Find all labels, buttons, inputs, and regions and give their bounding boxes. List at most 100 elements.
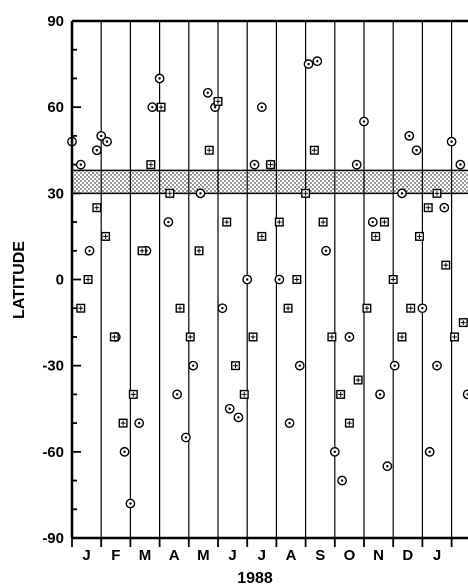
marker-dot bbox=[158, 77, 161, 80]
marker-dot bbox=[221, 307, 224, 310]
marker-dot bbox=[288, 421, 291, 425]
square-marker bbox=[83, 275, 93, 284]
circle-marker bbox=[125, 498, 136, 509]
square-marker bbox=[118, 418, 128, 428]
square-marker bbox=[128, 389, 138, 399]
marker-dot bbox=[333, 450, 336, 454]
square-marker bbox=[109, 332, 119, 342]
circle-marker bbox=[147, 102, 158, 113]
marker-dot bbox=[459, 163, 462, 166]
circle-marker bbox=[75, 159, 86, 170]
marker-dot bbox=[450, 140, 453, 143]
square-marker bbox=[283, 303, 293, 313]
circle-marker bbox=[411, 145, 422, 156]
y-tick-label: -30 bbox=[42, 358, 64, 375]
axes bbox=[70, 19, 468, 547]
circle-marker bbox=[446, 136, 457, 147]
square-marker bbox=[423, 203, 433, 213]
square-marker bbox=[266, 160, 276, 170]
marker-dot bbox=[151, 105, 154, 109]
square-marker bbox=[194, 246, 204, 256]
marker-dot bbox=[184, 436, 188, 439]
marker-dot bbox=[79, 163, 82, 166]
y-tick-label: -90 bbox=[42, 530, 64, 547]
marker-dot bbox=[340, 479, 344, 482]
x-tick-label: A bbox=[169, 547, 180, 564]
marker-dot bbox=[421, 307, 424, 310]
marker-dot bbox=[213, 105, 217, 109]
square-marker bbox=[239, 389, 249, 399]
shaded-band-layer bbox=[72, 169, 468, 195]
marker-dot bbox=[362, 120, 366, 123]
circle-marker bbox=[321, 245, 331, 256]
marker-dot bbox=[105, 140, 109, 143]
circle-marker bbox=[462, 389, 468, 400]
x-tick-label: J bbox=[228, 547, 236, 564]
marker-dot bbox=[386, 464, 389, 468]
circle-marker bbox=[84, 245, 95, 256]
circle-marker bbox=[455, 159, 466, 170]
circle-marker bbox=[284, 418, 295, 429]
square-marker bbox=[146, 160, 156, 170]
y-tick-label: -60 bbox=[42, 444, 64, 461]
square-marker bbox=[137, 246, 147, 256]
marker-dot bbox=[378, 393, 382, 396]
circle-marker bbox=[351, 159, 362, 170]
marker-dot bbox=[298, 364, 301, 367]
square-marker bbox=[101, 231, 111, 241]
circle-marker bbox=[274, 274, 285, 285]
marker-dot bbox=[408, 134, 411, 138]
marker-dot bbox=[129, 502, 132, 505]
x-tick-label: F bbox=[111, 547, 120, 564]
x-tick-label: O bbox=[344, 547, 356, 564]
marker-dot bbox=[175, 393, 179, 396]
marker-dot bbox=[95, 149, 99, 152]
x-axis-title: 1988 bbox=[237, 570, 273, 587]
circle-marker bbox=[417, 303, 428, 314]
square-marker bbox=[336, 389, 346, 399]
square-marker bbox=[450, 332, 460, 342]
square-marker bbox=[379, 217, 389, 227]
circle-marker bbox=[249, 159, 260, 170]
circle-marker bbox=[256, 102, 267, 113]
x-tick-label: S bbox=[315, 547, 325, 564]
marker-dot bbox=[348, 335, 351, 339]
circle-marker bbox=[96, 130, 107, 141]
square-marker bbox=[388, 275, 398, 284]
marker-dot bbox=[371, 220, 374, 224]
marker-dot bbox=[123, 450, 126, 454]
marker-dot bbox=[260, 105, 263, 109]
square-marker bbox=[204, 145, 214, 155]
square-marker bbox=[165, 188, 175, 198]
marker-dot bbox=[355, 163, 358, 166]
circle-marker bbox=[439, 202, 450, 213]
marker-dot bbox=[316, 60, 319, 63]
square-marker bbox=[257, 231, 267, 241]
marker-dot bbox=[307, 62, 310, 66]
circle-marker bbox=[367, 217, 378, 227]
marker-dot bbox=[191, 364, 195, 367]
square-marker bbox=[292, 275, 302, 284]
circle-marker bbox=[424, 446, 435, 457]
circle-marker bbox=[134, 418, 145, 429]
circle-marker bbox=[188, 360, 199, 371]
square-marker bbox=[76, 303, 86, 313]
x-tick-label: N bbox=[373, 547, 384, 564]
square-marker bbox=[458, 318, 468, 328]
circle-marker bbox=[180, 432, 191, 443]
marker-dot bbox=[137, 421, 141, 425]
square-marker bbox=[213, 96, 223, 106]
marker-dot bbox=[324, 249, 328, 252]
marker-dot bbox=[278, 278, 281, 281]
square-marker bbox=[301, 188, 311, 198]
x-tick-label: J bbox=[258, 547, 266, 564]
circle-marker bbox=[375, 389, 385, 400]
marker-dot bbox=[400, 192, 404, 195]
square-marker bbox=[222, 217, 232, 227]
square-marker bbox=[406, 303, 416, 313]
square-marker bbox=[371, 231, 381, 241]
x-tick-label: A bbox=[286, 547, 297, 564]
circle-marker bbox=[397, 188, 407, 199]
marker-dot bbox=[237, 416, 240, 419]
square-marker bbox=[156, 102, 166, 112]
